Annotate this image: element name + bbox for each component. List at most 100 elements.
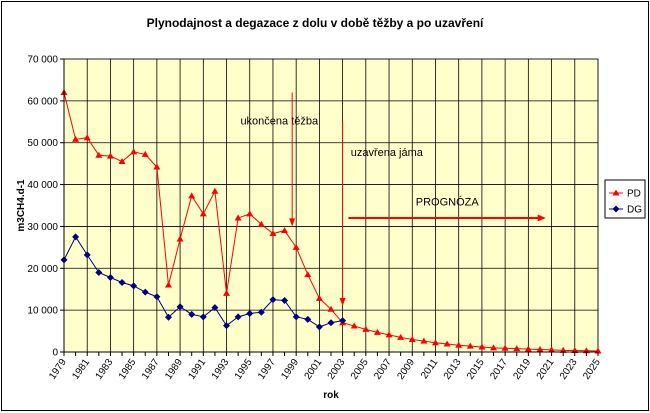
data-point-pd bbox=[118, 158, 126, 165]
data-point-pd bbox=[443, 340, 451, 347]
chart-title: Plynodajnost a degazace z dolu v době tě… bbox=[147, 16, 484, 30]
annotation-arrowhead-forecast bbox=[537, 214, 546, 222]
data-point-pd bbox=[513, 345, 521, 352]
data-point-pd bbox=[490, 344, 498, 351]
data-point-dg bbox=[246, 309, 254, 317]
x-tick-label: 1997 bbox=[256, 357, 278, 382]
data-point-dg bbox=[234, 313, 242, 321]
x-tick-label: 1995 bbox=[233, 357, 255, 382]
x-tick-label: 2025 bbox=[581, 357, 603, 382]
y-tick-label: 70 000 bbox=[27, 55, 58, 66]
data-point-pd bbox=[246, 210, 254, 217]
data-point-pd bbox=[385, 331, 393, 338]
y-tick-label: 0 bbox=[52, 348, 58, 359]
data-point-pd bbox=[478, 343, 486, 350]
data-point-pd bbox=[269, 230, 277, 237]
data-point-pd bbox=[223, 289, 231, 296]
data-point-dg bbox=[315, 323, 323, 331]
x-tick-label: 2001 bbox=[303, 357, 325, 382]
x-tick-label: 1993 bbox=[210, 357, 232, 382]
data-point-pd bbox=[141, 150, 149, 157]
x-tick-label: 2021 bbox=[535, 357, 557, 382]
data-point-pd bbox=[199, 210, 207, 217]
data-point-pd bbox=[501, 344, 509, 351]
data-point-dg bbox=[130, 282, 138, 290]
data-point-pd bbox=[548, 346, 556, 353]
data-point-pd bbox=[130, 148, 138, 155]
data-point-dg bbox=[176, 303, 184, 311]
annotation-forecast: PROGNÓZA bbox=[416, 196, 480, 209]
legend-marker-pd bbox=[612, 189, 620, 196]
data-point-dg bbox=[199, 313, 207, 321]
x-tick-label: 2015 bbox=[465, 357, 487, 382]
data-point-pd bbox=[106, 152, 114, 159]
annotation-shaft-closed: uzavřena jáma bbox=[351, 147, 424, 159]
data-point-dg bbox=[223, 322, 231, 330]
y-tick-label: 40 000 bbox=[27, 180, 58, 191]
data-point-pd bbox=[234, 214, 242, 221]
data-point-pd bbox=[188, 192, 196, 199]
x-tick-label: 1983 bbox=[94, 357, 116, 382]
data-point-dg bbox=[327, 319, 335, 327]
x-tick-label: 2011 bbox=[419, 357, 441, 381]
x-tick-label: 2017 bbox=[488, 357, 510, 382]
data-point-pd bbox=[431, 339, 439, 346]
y-tick-label: 60 000 bbox=[27, 96, 58, 107]
x-tick-label: 2009 bbox=[395, 357, 417, 382]
x-tick-label: 1987 bbox=[140, 357, 162, 382]
data-point-dg bbox=[83, 251, 91, 259]
data-point-pd bbox=[292, 243, 300, 250]
data-point-pd bbox=[373, 328, 381, 335]
data-point-dg bbox=[339, 317, 347, 325]
x-tick-label: 1991 bbox=[186, 357, 208, 382]
annotation-arrowhead-shaft-closed bbox=[339, 297, 346, 306]
x-tick-label: 2023 bbox=[558, 357, 580, 382]
data-point-dg bbox=[95, 268, 103, 276]
data-point-dg bbox=[281, 297, 289, 305]
legend-label-dg: DG bbox=[627, 205, 642, 216]
x-tick-label: 1979 bbox=[47, 357, 69, 382]
data-point-dg bbox=[118, 279, 126, 287]
x-tick-label: 1985 bbox=[117, 357, 139, 382]
data-point-dg bbox=[106, 273, 114, 281]
data-point-pd bbox=[153, 163, 161, 170]
data-point-pd bbox=[257, 220, 265, 227]
data-point-dg bbox=[257, 308, 265, 316]
data-point-pd bbox=[350, 322, 358, 329]
legend-label-pd: PD bbox=[627, 189, 641, 200]
y-tick-label: 50 000 bbox=[27, 138, 58, 149]
data-point-pd bbox=[164, 281, 172, 288]
y-tick-label: 10 000 bbox=[27, 306, 58, 317]
data-point-dg bbox=[141, 288, 149, 296]
data-point-pd bbox=[455, 341, 463, 348]
plot-area bbox=[63, 58, 599, 353]
data-point-pd bbox=[327, 305, 335, 312]
legend-marker-dg bbox=[612, 205, 620, 213]
data-point-pd bbox=[397, 333, 405, 340]
x-tick-label: 2007 bbox=[372, 357, 394, 382]
data-point-dg bbox=[164, 313, 172, 321]
data-point-pd bbox=[408, 335, 416, 342]
x-tick-label: 1981 bbox=[70, 357, 92, 382]
y-tick-label: 30 000 bbox=[27, 222, 58, 233]
y-tick-label: 20 000 bbox=[27, 264, 58, 275]
data-point-dg bbox=[211, 304, 219, 312]
data-point-pd bbox=[536, 345, 544, 352]
data-point-dg bbox=[292, 313, 300, 321]
data-point-pd bbox=[559, 346, 567, 353]
data-point-pd bbox=[281, 227, 289, 234]
data-point-dg bbox=[269, 296, 277, 304]
x-tick-label: 2013 bbox=[442, 357, 464, 382]
legend-box bbox=[604, 179, 646, 219]
annotation-arrowhead-mining-ended bbox=[289, 218, 296, 227]
data-point-dg bbox=[72, 233, 80, 241]
data-point-dg bbox=[304, 315, 312, 323]
data-point-pd bbox=[420, 337, 428, 344]
x-tick-label: 1989 bbox=[163, 357, 185, 382]
annotation-mining-ended: ukončena těžba bbox=[240, 115, 319, 127]
data-point-pd bbox=[362, 325, 370, 332]
data-point-pd bbox=[315, 294, 323, 301]
data-point-pd bbox=[304, 271, 312, 278]
